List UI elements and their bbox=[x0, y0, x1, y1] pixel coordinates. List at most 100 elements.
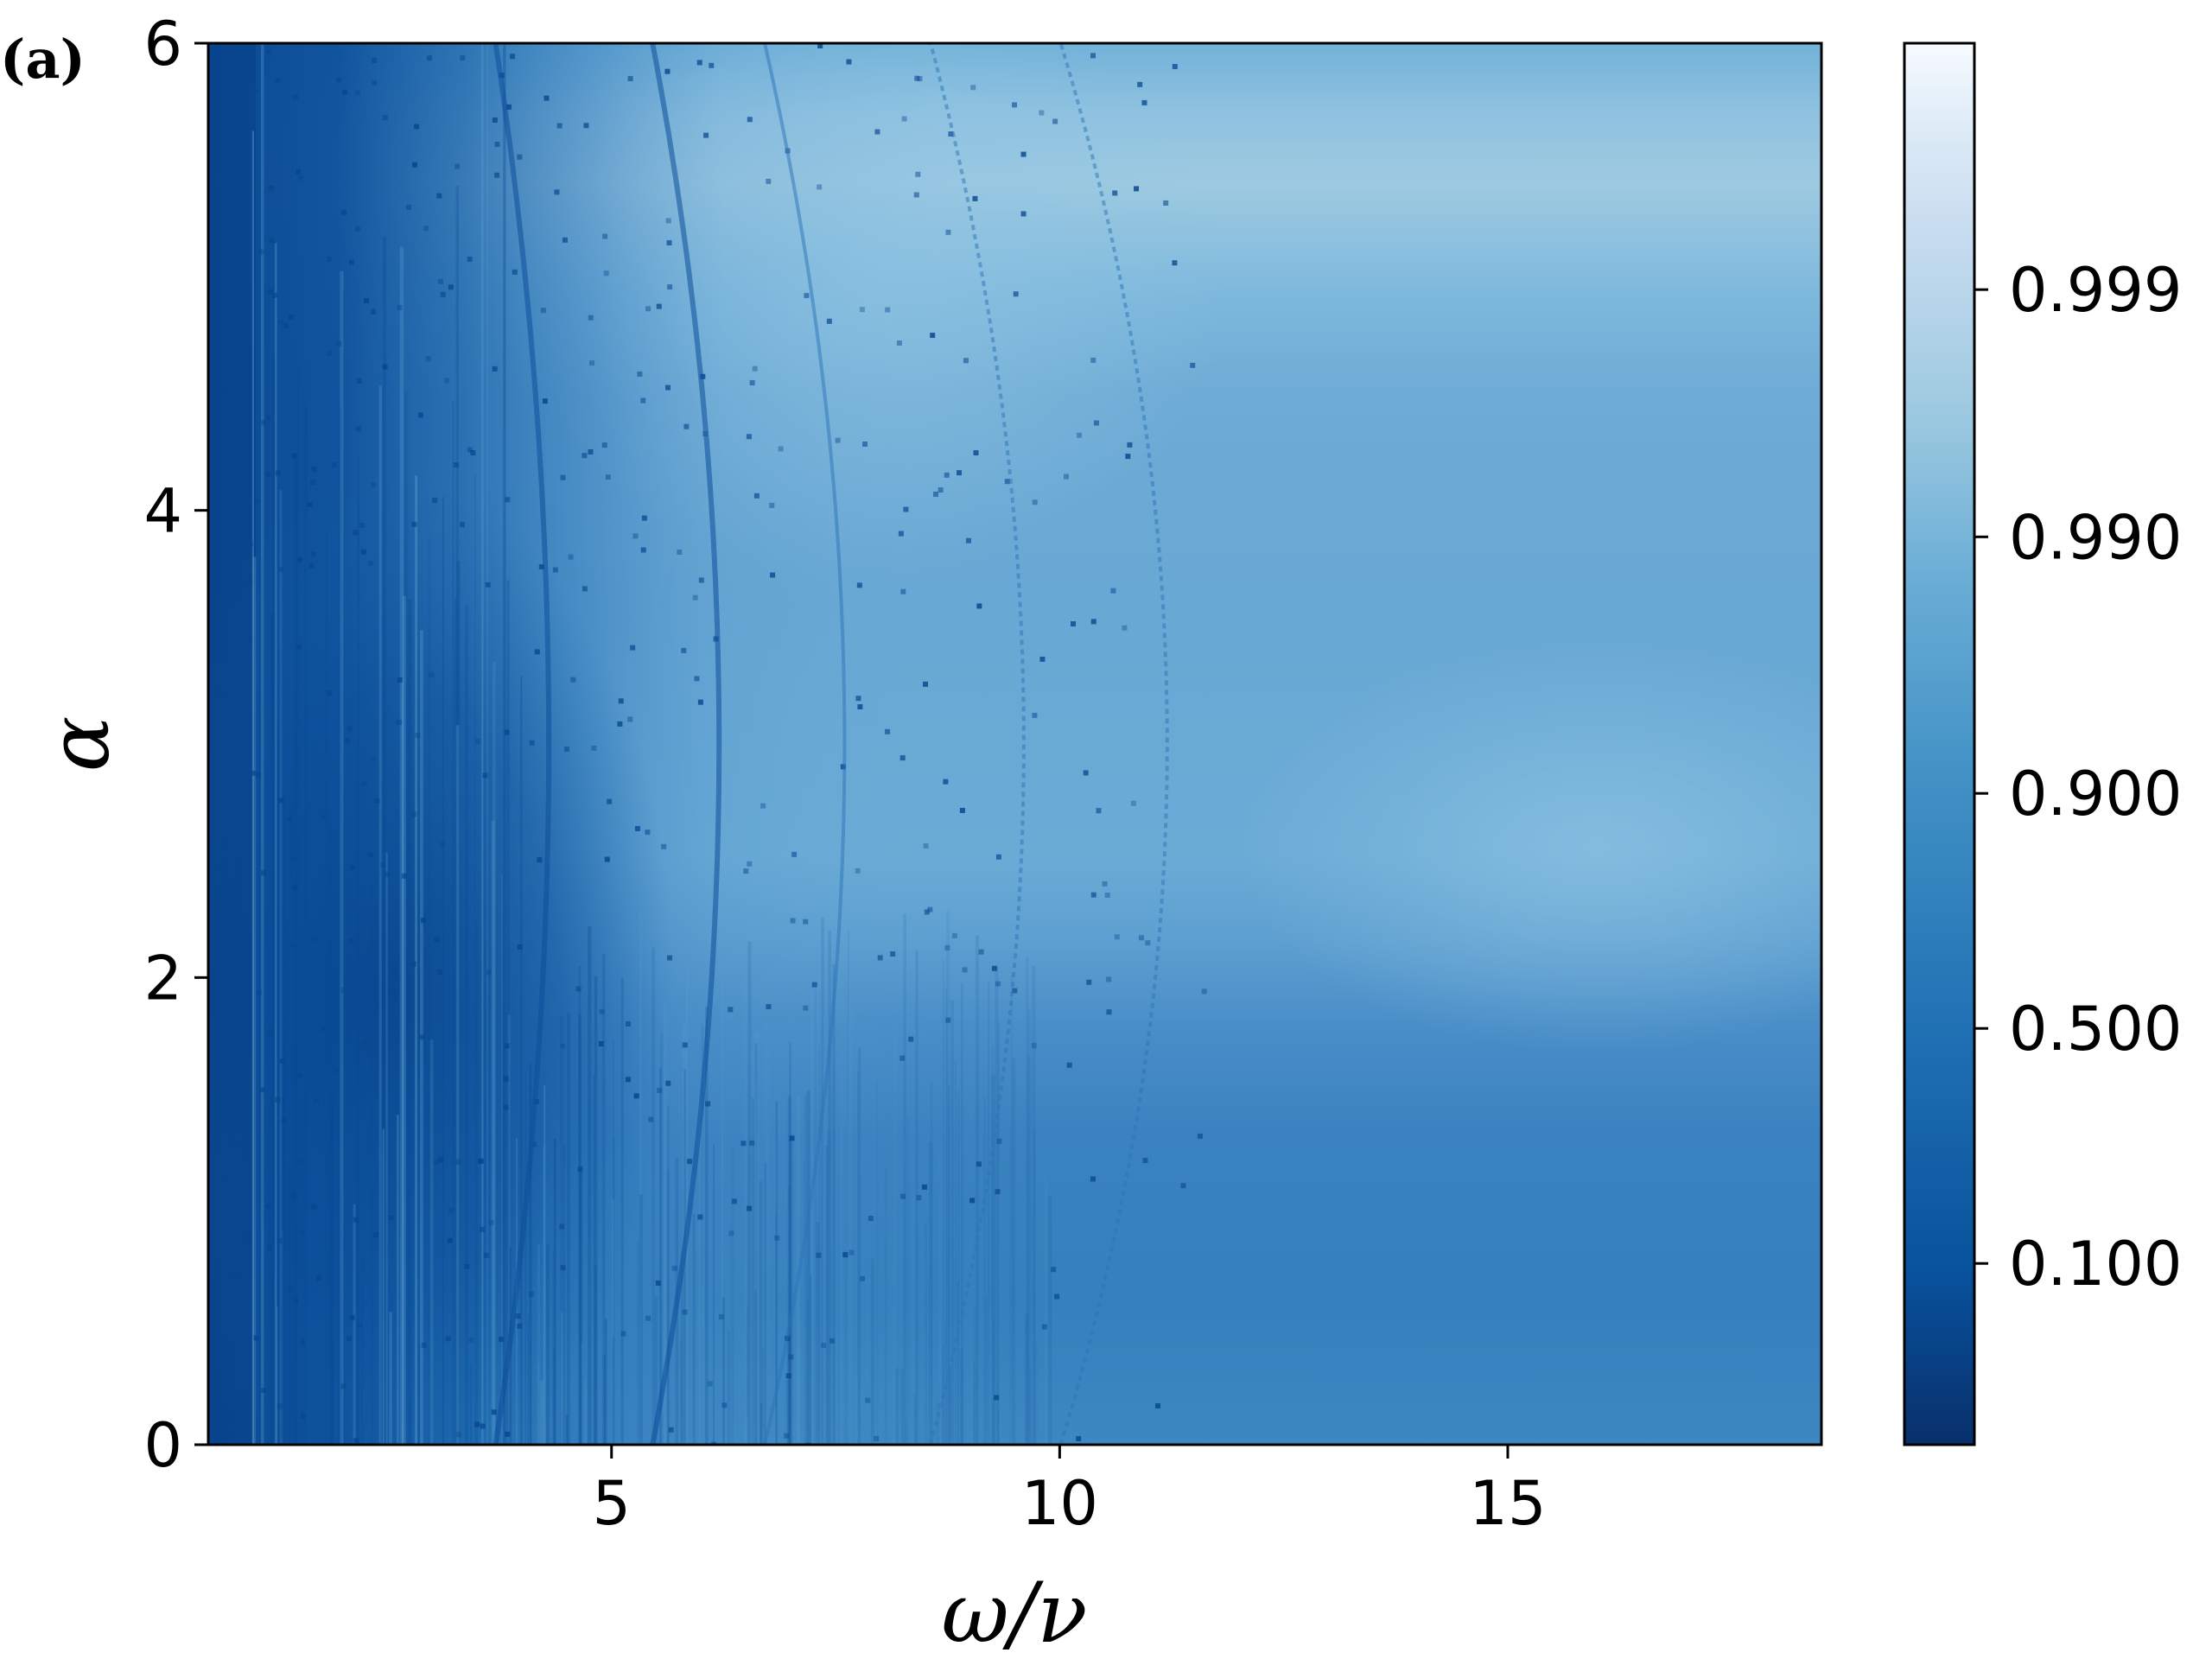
heatmap-speck bbox=[577, 1166, 583, 1173]
heatmap-speck bbox=[219, 865, 225, 871]
heatmap-speck bbox=[321, 814, 327, 820]
heatmap-speck bbox=[962, 967, 968, 973]
heatmap-speck bbox=[570, 677, 576, 683]
heatmap-speck bbox=[361, 1039, 367, 1046]
resonance-curve bbox=[1058, 43, 1169, 1445]
heatmap-speck bbox=[436, 193, 442, 199]
heatmap-speck bbox=[1054, 1294, 1060, 1300]
heatmap-speck bbox=[344, 738, 350, 744]
heatmap-speck bbox=[453, 462, 459, 468]
heatmap-speck bbox=[448, 1207, 454, 1213]
heatmap-speck bbox=[372, 58, 378, 64]
heatmap-speck bbox=[327, 690, 333, 696]
heatmap-speck bbox=[373, 1232, 379, 1238]
heatmap-speck bbox=[785, 1373, 791, 1379]
heatmap-speck bbox=[923, 843, 929, 849]
heatmap-speck bbox=[253, 1335, 259, 1341]
heatmap-speck bbox=[411, 811, 417, 817]
heatmap-speck bbox=[618, 698, 624, 704]
heatmap-speck bbox=[279, 1058, 285, 1065]
heatmap-speck bbox=[698, 577, 704, 583]
heatmap-speck bbox=[283, 322, 289, 328]
heatmap-speck bbox=[254, 498, 260, 504]
heatmap-speck bbox=[913, 192, 919, 198]
heatmap-speck bbox=[605, 474, 611, 480]
heatmap-speck bbox=[543, 95, 550, 101]
resonance-curve bbox=[929, 43, 1026, 1445]
colorbar-frame bbox=[1903, 41, 1976, 1446]
resonance-curve bbox=[650, 43, 722, 1445]
colorbar-ticks: 0.100 0.500 0.900 0.990 0.999 bbox=[1974, 255, 2182, 1300]
heatmap-speck bbox=[433, 1160, 439, 1166]
heatmap-speck bbox=[231, 1007, 237, 1013]
heatmap-speck bbox=[747, 1205, 753, 1211]
heatmap-speck bbox=[705, 1101, 711, 1107]
heatmap-speck bbox=[645, 830, 651, 836]
heatmap-speck bbox=[976, 1161, 982, 1167]
colorbar-tick-label: 0.900 bbox=[2009, 759, 2182, 830]
heatmap-speck bbox=[603, 270, 609, 276]
heatmap-speck bbox=[743, 868, 749, 874]
heatmap-speck bbox=[293, 1297, 299, 1303]
heatmap-speck bbox=[1090, 892, 1096, 898]
heatmap-speck bbox=[296, 645, 302, 651]
heatmap-speck bbox=[396, 719, 402, 725]
heatmap-speck bbox=[668, 1427, 674, 1433]
heatmap-speck bbox=[826, 318, 832, 324]
heatmap-speck bbox=[321, 1026, 327, 1032]
heatmap-speck bbox=[486, 969, 492, 976]
heatmap-speck bbox=[948, 131, 954, 137]
heatmap-speck bbox=[1134, 186, 1140, 192]
heatmap-speck bbox=[219, 1390, 226, 1396]
heatmap-speck bbox=[1071, 620, 1077, 626]
heatmap-speck bbox=[877, 955, 883, 961]
heatmap-speck bbox=[480, 1423, 486, 1429]
dark-core-region bbox=[208, 475, 674, 1445]
heatmap-speck bbox=[411, 162, 417, 168]
heatmap-speck bbox=[1039, 656, 1046, 662]
heatmap-speck bbox=[444, 378, 450, 384]
heatmap-area bbox=[208, 43, 1821, 1445]
heatmap-speck bbox=[388, 1215, 394, 1221]
heatmap-speck bbox=[460, 54, 466, 60]
heatmap-speck bbox=[238, 270, 245, 276]
heatmap-speck bbox=[994, 1395, 1000, 1401]
heatmap-speck bbox=[766, 178, 772, 184]
heatmap-speck bbox=[234, 1037, 240, 1043]
heatmap-speck bbox=[1139, 935, 1145, 941]
colorbar-tick-label: 0.999 bbox=[2009, 255, 2182, 326]
heatmap-speck bbox=[240, 1389, 246, 1395]
heatmap-speck bbox=[382, 364, 388, 370]
heatmap-speck bbox=[257, 989, 263, 995]
heatmap-speck bbox=[309, 480, 315, 486]
heatmap-speck bbox=[226, 687, 232, 693]
heatmap-speck bbox=[944, 944, 950, 950]
heatmap-speck bbox=[315, 1275, 321, 1281]
heatmap-speck bbox=[261, 420, 267, 426]
heatmap-speck bbox=[760, 803, 766, 809]
heatmap-speck bbox=[278, 566, 284, 572]
heatmap-speck bbox=[529, 740, 535, 746]
heatmap-speck bbox=[656, 303, 662, 309]
heatmap-speck bbox=[505, 1431, 511, 1437]
heatmap-speck bbox=[899, 1055, 906, 1061]
heatmap-speck bbox=[753, 493, 760, 499]
dark-left-strip bbox=[208, 43, 256, 1445]
x-axis-label: ω/ν bbox=[942, 1565, 1088, 1659]
heatmap-speck bbox=[228, 461, 234, 467]
heatmap-speck bbox=[528, 1291, 534, 1297]
heatmap-speck bbox=[300, 1339, 306, 1345]
heatmap-speck bbox=[218, 1356, 224, 1362]
heatmap-speck bbox=[357, 1322, 363, 1328]
heatmap-speck bbox=[1090, 1176, 1096, 1182]
heatmap-speck bbox=[666, 240, 672, 246]
heatmap-speck bbox=[901, 116, 907, 122]
heatmap-speck bbox=[1020, 211, 1027, 217]
heatmap-speck bbox=[241, 353, 247, 359]
heatmap-speck bbox=[857, 704, 863, 710]
x-tick-label: 5 bbox=[592, 1468, 631, 1539]
heatmap-speck bbox=[746, 434, 752, 440]
heatmap-speck bbox=[556, 123, 563, 129]
heatmap-speck bbox=[355, 426, 361, 432]
heatmap-speck bbox=[504, 729, 510, 735]
